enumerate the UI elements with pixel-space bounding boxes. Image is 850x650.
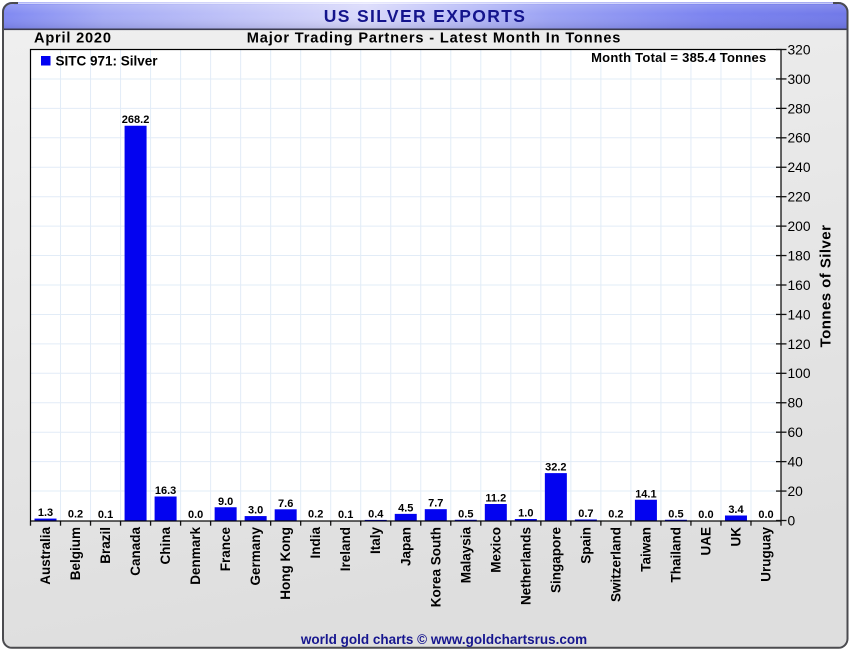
svg-text:Malaysia: Malaysia [458, 527, 473, 584]
svg-text:Uruguay: Uruguay [758, 527, 773, 582]
svg-text:7.6: 7.6 [278, 498, 293, 510]
svg-text:0.1: 0.1 [338, 509, 353, 521]
svg-text:320: 320 [788, 42, 811, 57]
svg-text:300: 300 [788, 72, 811, 87]
svg-text:0.7: 0.7 [578, 508, 593, 520]
svg-text:Taiwan: Taiwan [638, 527, 653, 572]
svg-text:April 2020: April 2020 [34, 31, 112, 47]
svg-text:220: 220 [788, 190, 811, 205]
svg-text:Korea South: Korea South [428, 527, 443, 607]
svg-text:9.0: 9.0 [218, 496, 233, 508]
svg-text:140: 140 [788, 307, 811, 322]
svg-text:0: 0 [788, 513, 796, 528]
svg-text:Mexico: Mexico [488, 527, 503, 573]
svg-text:3.4: 3.4 [728, 504, 744, 516]
svg-text:0.2: 0.2 [68, 509, 83, 521]
svg-text:world gold charts © www.goldch: world gold charts © www.goldchartsrus.co… [300, 632, 587, 647]
svg-text:Thailand: Thailand [668, 527, 683, 583]
svg-text:China: China [158, 527, 173, 565]
svg-text:0.0: 0.0 [188, 509, 203, 521]
svg-text:120: 120 [788, 337, 811, 352]
svg-text:Switzerland: Switzerland [608, 527, 623, 602]
svg-text:UK: UK [728, 527, 743, 547]
svg-text:180: 180 [788, 248, 811, 263]
svg-text:US SILVER EXPORTS: US SILVER EXPORTS [324, 6, 527, 26]
svg-text:14.1: 14.1 [635, 488, 656, 500]
svg-text:0.2: 0.2 [608, 509, 623, 521]
svg-text:268.2: 268.2 [122, 114, 150, 126]
svg-text:Germany: Germany [248, 527, 263, 586]
svg-text:Tonnes of Silver: Tonnes of Silver [818, 225, 835, 348]
svg-text:200: 200 [788, 219, 811, 234]
svg-text:1.3: 1.3 [38, 507, 53, 519]
svg-text:Australia: Australia [38, 527, 53, 585]
svg-text:Month Total = 385.4 Tonnes: Month Total = 385.4 Tonnes [591, 50, 766, 65]
svg-text:0.5: 0.5 [668, 508, 683, 520]
svg-text:3.0: 3.0 [248, 505, 263, 517]
svg-text:Hong Kong: Hong Kong [278, 527, 293, 600]
svg-text:Japan: Japan [398, 527, 413, 566]
svg-text:4.5: 4.5 [398, 502, 413, 514]
svg-text:0.5: 0.5 [458, 508, 473, 520]
svg-text:Denmark: Denmark [188, 527, 203, 585]
svg-text:60: 60 [788, 425, 804, 440]
svg-text:32.2: 32.2 [545, 462, 566, 474]
svg-text:20: 20 [788, 484, 804, 499]
svg-text:7.7: 7.7 [428, 498, 443, 510]
svg-text:40: 40 [788, 455, 804, 470]
svg-text:0.2: 0.2 [308, 509, 323, 521]
svg-text:Major Trading Partners - Lates: Major Trading Partners - Latest Month In… [247, 31, 622, 47]
svg-text:280: 280 [788, 101, 811, 116]
svg-text:80: 80 [788, 396, 804, 411]
svg-text:Netherlands: Netherlands [518, 527, 533, 605]
svg-text:Belgium: Belgium [68, 527, 83, 580]
svg-text:11.2: 11.2 [485, 493, 506, 505]
svg-text:0.4: 0.4 [368, 508, 384, 520]
svg-text:Ireland: Ireland [338, 527, 353, 571]
svg-text:240: 240 [788, 160, 811, 175]
svg-text:0.0: 0.0 [698, 509, 713, 521]
svg-text:100: 100 [788, 366, 811, 381]
svg-text:Brazil: Brazil [98, 527, 113, 564]
svg-text:0.1: 0.1 [98, 509, 113, 521]
svg-text:France: France [218, 527, 233, 572]
svg-text:Spain: Spain [578, 527, 593, 564]
svg-text:SITC 971: Silver: SITC 971: Silver [56, 54, 159, 69]
svg-text:Italy: Italy [368, 527, 383, 555]
svg-text:1.0: 1.0 [518, 508, 533, 520]
svg-text:0.0: 0.0 [758, 509, 773, 521]
svg-text:16.3: 16.3 [155, 485, 176, 497]
svg-text:UAE: UAE [698, 527, 713, 556]
svg-text:260: 260 [788, 131, 811, 146]
svg-text:160: 160 [788, 278, 811, 293]
svg-text:India: India [308, 527, 323, 559]
svg-text:Singapore: Singapore [548, 527, 563, 594]
svg-text:Canada: Canada [128, 527, 143, 576]
